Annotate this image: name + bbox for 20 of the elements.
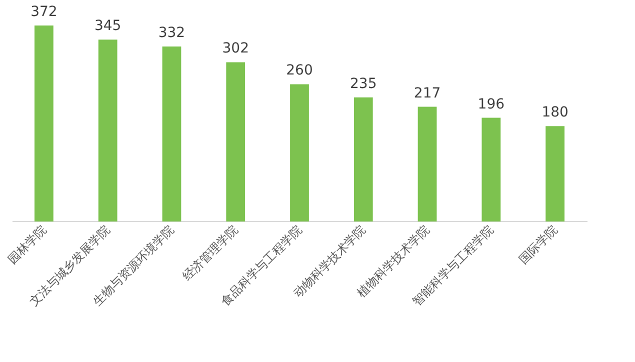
data-label: 302 (222, 40, 249, 57)
data-label: 345 (94, 18, 122, 34)
bar (546, 126, 564, 222)
x-tick-label: 园林学院 (5, 222, 49, 266)
bar (226, 62, 246, 222)
bar (98, 40, 118, 222)
data-label: 260 (286, 62, 313, 79)
data-label: 217 (414, 85, 441, 102)
bar (162, 46, 182, 222)
bar (34, 26, 54, 222)
bar (354, 97, 373, 222)
data-label: 332 (158, 24, 186, 41)
bar (290, 84, 309, 222)
bar (482, 118, 501, 222)
data-label: 180 (542, 104, 568, 121)
data-label: 372 (30, 4, 58, 20)
data-label: 196 (478, 96, 505, 112)
bar (418, 106, 437, 222)
x-tick-label: 国际学院 (516, 222, 560, 266)
data-label: 235 (350, 76, 377, 92)
